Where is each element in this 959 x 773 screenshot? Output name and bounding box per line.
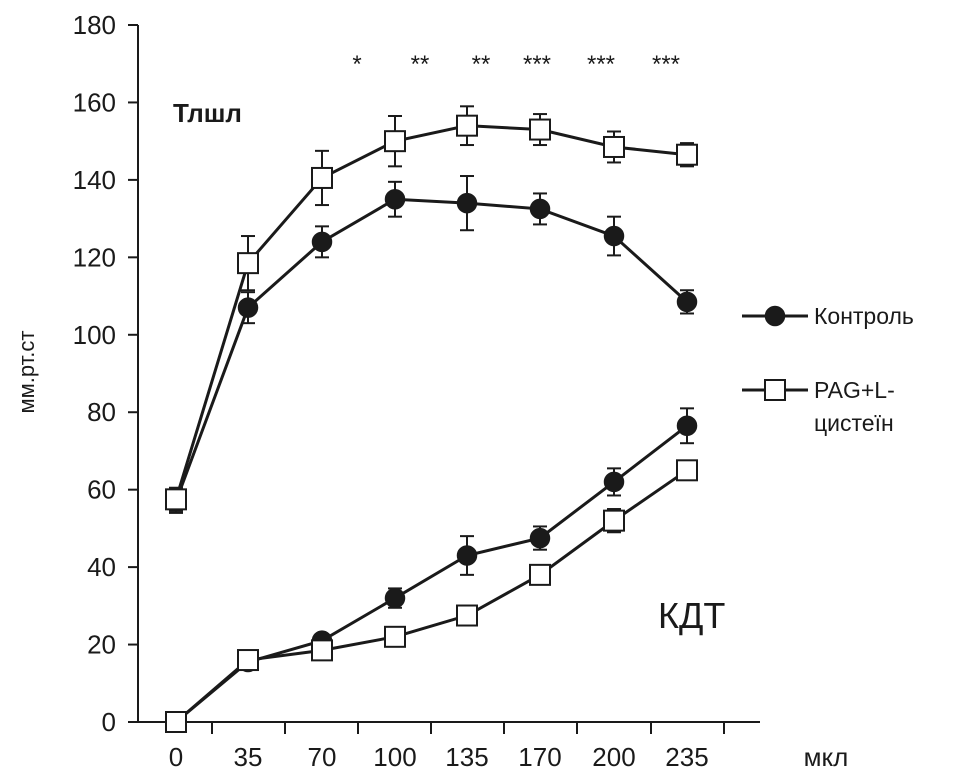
data-point <box>456 604 478 627</box>
axes <box>137 25 760 723</box>
data-point <box>384 130 406 153</box>
y-tick-label: 120 <box>73 242 116 272</box>
upper-group-label: Тлшл <box>173 98 242 128</box>
legend-item-1: PAG+L-цистеїн <box>742 377 895 436</box>
data-point <box>676 143 698 166</box>
data-point <box>603 135 625 158</box>
data-point <box>529 563 551 586</box>
data-point <box>529 198 551 220</box>
data-point <box>237 297 259 318</box>
y-tick-label: 60 <box>87 475 116 505</box>
data-point <box>676 459 698 482</box>
x-tick-label: 100 <box>373 742 416 772</box>
data-point <box>384 587 406 609</box>
y-tick-label: 40 <box>87 552 116 582</box>
y-axis-label: мм.рт.ст <box>14 331 39 414</box>
data-point <box>165 711 187 733</box>
x-tick-label: 135 <box>445 742 488 772</box>
significance-mark: *** <box>652 51 680 78</box>
data-point <box>456 114 478 137</box>
data-point <box>676 291 698 313</box>
y-tick-label: 140 <box>73 165 116 195</box>
data-point <box>384 625 406 648</box>
x-tick-label: 35 <box>234 742 263 772</box>
series-3 <box>165 459 698 733</box>
data-point <box>311 166 333 189</box>
y-tick-label: 0 <box>102 707 116 737</box>
data-point <box>603 509 625 532</box>
significance-mark: * <box>352 51 361 78</box>
series-line <box>175 469 688 724</box>
legend-marker <box>764 379 786 401</box>
significance-mark: ** <box>472 51 491 78</box>
series-1 <box>165 105 698 512</box>
x-ticks: 0 35 70 100 135 170 200 235 <box>169 722 725 772</box>
x-tick-label: 170 <box>518 742 561 772</box>
significance-mark: *** <box>523 51 551 78</box>
legend-item-0: Контроль <box>742 303 914 329</box>
data-point <box>237 649 259 672</box>
legend: Контроль PAG+L-цистеїн <box>742 303 914 436</box>
significance-marks: * ** ** *** *** *** <box>352 51 680 78</box>
series-2 <box>165 407 698 733</box>
y-tick-label: 20 <box>87 630 116 660</box>
y-tick-label: 100 <box>73 320 116 350</box>
legend-marker <box>764 305 786 327</box>
series-line <box>174 124 688 500</box>
x-tick-label: 235 <box>665 742 708 772</box>
data-point <box>165 488 187 511</box>
legend-label: Контроль <box>814 303 914 329</box>
x-tick-label: 200 <box>592 742 635 772</box>
series-line <box>174 197 689 502</box>
data-point <box>311 231 333 253</box>
lower-group-label: КДТ <box>658 595 725 636</box>
data-point <box>456 545 478 566</box>
data-point <box>603 225 625 247</box>
data-point <box>603 471 625 493</box>
series-line <box>175 424 688 724</box>
data-point <box>676 415 698 437</box>
data-point <box>529 118 551 141</box>
y-tick-label: 80 <box>87 397 116 427</box>
significance-mark: ** <box>411 51 430 78</box>
data-point <box>456 192 478 214</box>
y-tick-label: 160 <box>73 87 116 117</box>
legend-label: PAG+L- <box>814 377 895 403</box>
data-point <box>237 252 259 275</box>
data-point <box>311 639 333 662</box>
x-tick-label: 70 <box>308 742 337 772</box>
data-point <box>384 189 406 210</box>
y-tick-label: 180 <box>73 10 116 40</box>
series-0 <box>165 175 698 514</box>
x-axis-label: мкл <box>804 742 849 772</box>
legend-label: цистеїн <box>814 410 894 436</box>
significance-mark: *** <box>587 51 615 78</box>
plot-area <box>165 105 698 733</box>
data-point <box>529 527 551 549</box>
y-ticks: 0 20 40 60 80 100 120 140 160 180 <box>73 10 138 737</box>
x-tick-label: 0 <box>169 742 183 772</box>
